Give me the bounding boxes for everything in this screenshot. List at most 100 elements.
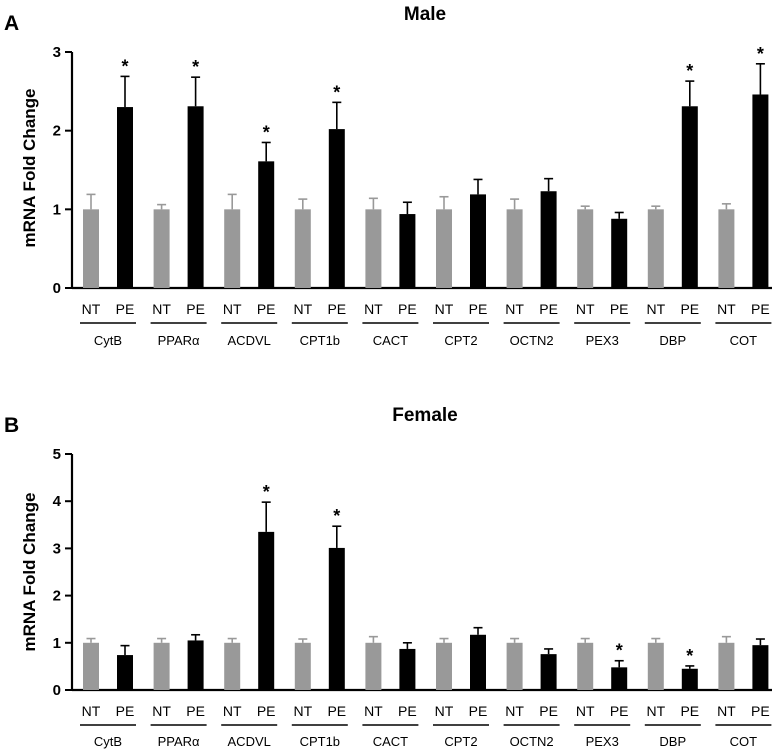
bar-pe-cact <box>399 648 416 690</box>
y-tick-label: 2 <box>53 123 61 140</box>
gene-label: PEX3 <box>586 333 619 348</box>
significance-marker: * <box>121 56 128 76</box>
plot-area-male: 0 1 2 3 * NT PE CytB * NT PE PPARα * NT PE ACDVL * NT PE CP… <box>53 44 772 348</box>
y-tick-label: 3 <box>53 540 61 557</box>
condition-label-nt: NT <box>576 703 595 719</box>
bar-pe-acdvl <box>258 161 275 288</box>
condition-label-nt: NT <box>364 703 383 719</box>
bar-pe-pex3 <box>611 667 628 690</box>
bar-pe-cot <box>752 94 769 288</box>
condition-label-pe: PE <box>327 301 346 317</box>
condition-label-pe: PE <box>610 301 629 317</box>
significance-marker: * <box>616 641 623 661</box>
significance-marker: * <box>263 122 270 142</box>
condition-label-pe: PE <box>398 301 417 317</box>
condition-label-nt: NT <box>646 703 665 719</box>
condition-label-nt: NT <box>717 703 736 719</box>
bar-nt-pparα <box>153 209 170 288</box>
condition-label-pe: PE <box>327 703 346 719</box>
bar-nt-octn2 <box>506 642 523 690</box>
gene-label: COT <box>730 734 758 749</box>
gene-label: CPT2 <box>444 734 477 749</box>
bar-nt-dbp <box>647 209 664 288</box>
condition-label-pe: PE <box>680 703 699 719</box>
condition-label-pe: PE <box>680 301 699 317</box>
panel-letter-a: A <box>4 12 19 35</box>
bar-nt-cytb <box>83 209 99 288</box>
condition-label-pe: PE <box>257 703 276 719</box>
condition-label-nt: NT <box>152 301 171 317</box>
bar-nt-cpt1b <box>294 642 311 690</box>
gene-label: ACDVL <box>228 333 271 348</box>
bar-nt-pex3 <box>577 642 594 690</box>
y-tick-label: 2 <box>53 588 61 605</box>
bar-nt-cot <box>718 209 735 288</box>
bar-pe-acdvl <box>258 531 275 690</box>
significance-marker: * <box>333 82 340 102</box>
condition-label-nt: NT <box>293 301 312 317</box>
bar-pe-cpt1b <box>328 129 345 288</box>
bar-nt-cpt2 <box>436 642 452 690</box>
bar-nt-cytb <box>83 642 99 690</box>
condition-label-pe: PE <box>186 301 205 317</box>
condition-label-nt: NT <box>82 301 101 317</box>
gene-label: PEX3 <box>586 734 619 749</box>
y-tick-label: 3 <box>53 44 61 61</box>
bar-pe-octn2 <box>540 654 557 690</box>
bar-pe-cpt1b <box>328 547 345 690</box>
condition-label-pe: PE <box>469 703 488 719</box>
condition-label-pe: PE <box>186 703 205 719</box>
y-tick-label: 0 <box>53 280 61 297</box>
gene-label: CACT <box>373 333 408 348</box>
bar-pe-cot <box>752 645 769 690</box>
y-axis-label-male: mRNA Fold Change <box>20 89 39 248</box>
bar-nt-acdvl <box>224 209 241 288</box>
condition-label-nt: NT <box>646 301 665 317</box>
bar-nt-cpt1b <box>294 209 311 288</box>
chart-title-female: Female <box>392 405 457 426</box>
significance-marker: * <box>263 482 270 502</box>
gene-label: PPARα <box>158 333 200 348</box>
condition-label-pe: PE <box>751 301 770 317</box>
y-axis-label-female: mRNA Fold Change <box>20 493 39 652</box>
bar-nt-cot <box>718 642 735 690</box>
y-tick-label: 4 <box>53 493 62 510</box>
chart-title-male: Male <box>404 4 446 25</box>
condition-label-nt: NT <box>505 301 524 317</box>
y-tick-label: 1 <box>53 635 61 652</box>
condition-label-nt: NT <box>435 301 454 317</box>
bar-pe-pparα <box>187 106 204 288</box>
condition-label-pe: PE <box>257 301 276 317</box>
bar-nt-octn2 <box>506 209 523 288</box>
condition-label-nt: NT <box>505 703 524 719</box>
bar-nt-pex3 <box>577 209 594 288</box>
y-tick-label: 5 <box>53 446 61 463</box>
condition-label-nt: NT <box>82 703 101 719</box>
significance-marker: * <box>192 57 199 77</box>
significance-marker: * <box>686 61 693 81</box>
condition-label-pe: PE <box>751 703 770 719</box>
condition-label-pe: PE <box>116 301 135 317</box>
panel-female: B Female mRNA Fold Change 0 1 2 3 4 5 NT PE CytB… <box>4 405 772 749</box>
bar-nt-pparα <box>153 642 170 690</box>
gene-label: OCTN2 <box>510 734 554 749</box>
gene-label: OCTN2 <box>510 333 554 348</box>
bar-nt-cpt2 <box>436 209 452 288</box>
bar-pe-dbp <box>681 106 698 288</box>
condition-label-nt: NT <box>364 301 383 317</box>
bar-pe-cpt2 <box>470 634 486 690</box>
gene-label: CPT1b <box>300 734 340 749</box>
condition-label-pe: PE <box>469 301 488 317</box>
gene-label: COT <box>730 333 758 348</box>
condition-label-nt: NT <box>223 301 242 317</box>
bar-pe-cytb <box>117 655 133 690</box>
gene-label: PPARα <box>158 734 200 749</box>
gene-label: CPT1b <box>300 333 340 348</box>
condition-label-pe: PE <box>610 703 629 719</box>
condition-label-pe: PE <box>398 703 417 719</box>
significance-marker: * <box>333 506 340 526</box>
bar-nt-cact <box>365 209 382 288</box>
condition-label-pe: PE <box>539 703 558 719</box>
gene-label: CytB <box>94 333 122 348</box>
